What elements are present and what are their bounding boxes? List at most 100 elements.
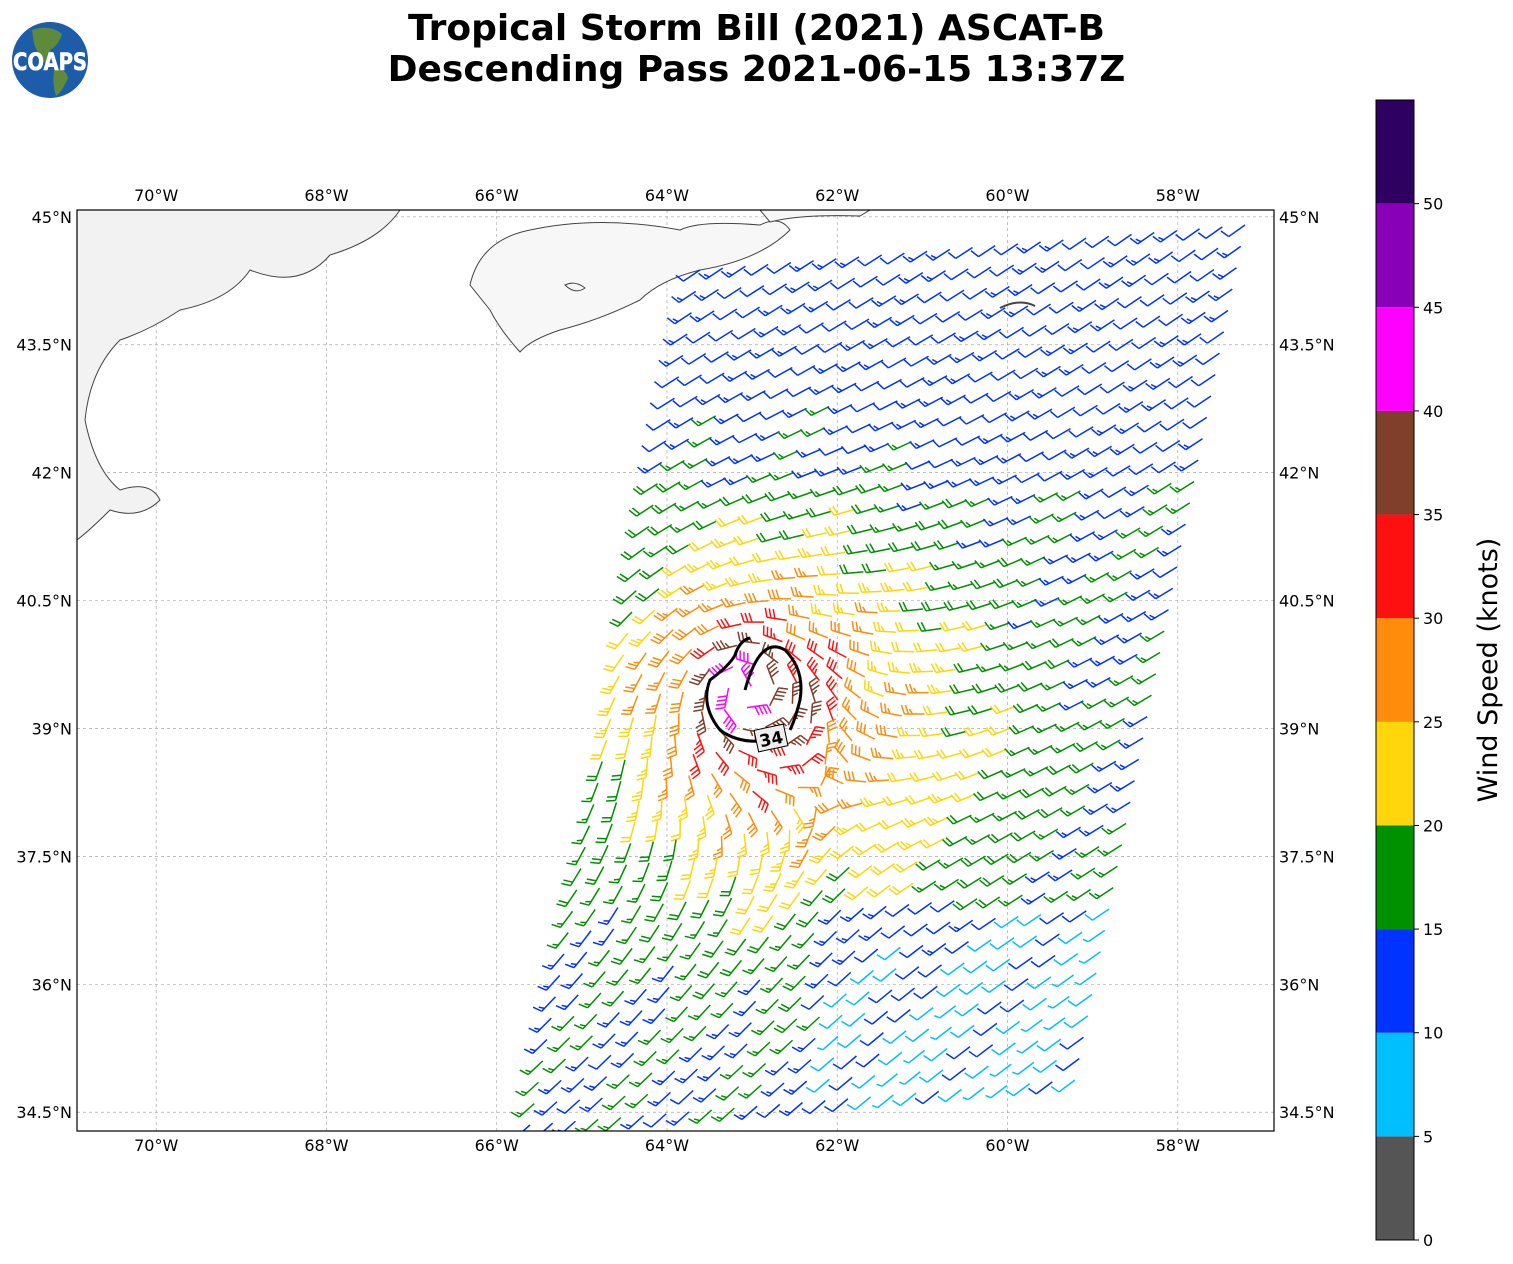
- wind-barb: [903, 1049, 926, 1064]
- wind-barb: [1031, 723, 1057, 734]
- wind-barb: [859, 797, 885, 808]
- wind-barb: [786, 622, 806, 641]
- wind-barb: [593, 718, 612, 739]
- wind-barb: [804, 868, 828, 886]
- wind-barb: [801, 752, 827, 767]
- wind-barb: [1035, 365, 1061, 378]
- wind-barb: [578, 1097, 603, 1113]
- wind-barb: [862, 337, 888, 350]
- wind-barb: [619, 1010, 643, 1026]
- wind-barb: [899, 376, 925, 388]
- wind-barb: [1046, 532, 1073, 544]
- wind-barb: [923, 816, 949, 827]
- wind-barb: [1212, 267, 1237, 280]
- wind-barb: [831, 950, 856, 966]
- wind-barb: [581, 782, 599, 803]
- wind-barb: [843, 886, 869, 901]
- wind-barb: [898, 944, 924, 959]
- wind-barb: [822, 425, 848, 436]
- wind-barb: [1028, 849, 1055, 862]
- wind-barb: [1113, 758, 1140, 771]
- wind-barb: [759, 977, 784, 994]
- wind-barb: [826, 718, 837, 743]
- wind-barb: [1057, 258, 1083, 272]
- wind-barb: [915, 859, 941, 871]
- wind-barb: [992, 578, 1019, 589]
- wind-barb: [1022, 766, 1049, 777]
- wind-barb: [1036, 1038, 1062, 1052]
- wind-barb: [937, 857, 964, 869]
- wind-barb: [859, 1032, 884, 1047]
- wind-barb: [800, 890, 823, 907]
- wind-barb: [846, 658, 866, 678]
- wind-barb: [907, 334, 934, 346]
- wind-barb: [783, 1080, 808, 1095]
- wind-barb: [1136, 420, 1162, 433]
- wind-barb: [940, 394, 966, 406]
- wind-barb: [757, 304, 783, 317]
- colorbar-tick: 35: [1423, 506, 1443, 525]
- wind-barb: [668, 417, 694, 429]
- wind-barb: [836, 466, 863, 475]
- wind-barb: [991, 474, 1017, 485]
- wind-barb: [625, 652, 647, 671]
- colorbar-label: Wind Speed (knots): [1473, 538, 1504, 803]
- colorbar-frame: [1375, 99, 1415, 1241]
- wind-barb: [636, 757, 649, 781]
- wind-barb: [693, 732, 705, 759]
- wind-barb: [976, 1001, 1002, 1015]
- lon-tick-top: 58°W: [1156, 186, 1200, 205]
- wind-barb: [693, 623, 719, 636]
- wind-barb: [1012, 367, 1039, 380]
- wind-barb: [798, 786, 822, 797]
- wind-barb: [673, 500, 700, 512]
- wind-barb: [603, 885, 623, 905]
- wind-barb: [958, 748, 985, 759]
- wind-barb: [1051, 511, 1077, 523]
- wind-barb: [766, 261, 792, 274]
- wind-barb: [773, 913, 796, 931]
- wind-barb: [918, 727, 943, 738]
- wind-barb: [1081, 698, 1107, 710]
- wind-barb: [1140, 399, 1166, 412]
- colorbar-tick: 40: [1423, 402, 1443, 421]
- wind-barb: [766, 659, 779, 685]
- wind-barb: [674, 1068, 698, 1084]
- wind-barb: [900, 481, 927, 491]
- wind-barb: [1155, 439, 1181, 453]
- wind-barb: [661, 922, 683, 941]
- wind-barb: [717, 391, 743, 404]
- lon-tick-top: 66°W: [475, 186, 519, 205]
- wind-barb: [1082, 929, 1106, 943]
- wind-barb: [1033, 828, 1059, 840]
- lat-tick-left: 37.5°N: [16, 847, 72, 866]
- wind-barb: [645, 820, 659, 843]
- wind-barb: [848, 297, 874, 309]
- wind-barb: [716, 617, 742, 629]
- wind-barb: [1034, 597, 1060, 607]
- wind-barb: [944, 373, 971, 385]
- wind-barb: [747, 573, 773, 584]
- wind-barb: [742, 1062, 767, 1078]
- wind-barb: [1102, 255, 1128, 268]
- wind-barb: [916, 291, 942, 304]
- wind-barb: [628, 967, 652, 985]
- wind-barb: [1109, 443, 1135, 456]
- wind-barb: [680, 352, 707, 365]
- wind-barb: [1027, 744, 1053, 756]
- wind-barb: [1045, 427, 1071, 440]
- wind-barb: [733, 535, 759, 546]
- wind-barb: [920, 601, 946, 612]
- wind-barb: [975, 663, 1002, 673]
- wind-barb: [1190, 374, 1216, 387]
- wind-barb: [606, 969, 629, 986]
- colorbar-segment: [1376, 1032, 1414, 1137]
- wind-barb: [995, 1020, 1021, 1035]
- wind-barb: [610, 759, 626, 781]
- wind-barb: [904, 794, 931, 805]
- wind-barb: [882, 462, 908, 472]
- wind-barb: [847, 864, 873, 879]
- wind-barb: [817, 341, 843, 353]
